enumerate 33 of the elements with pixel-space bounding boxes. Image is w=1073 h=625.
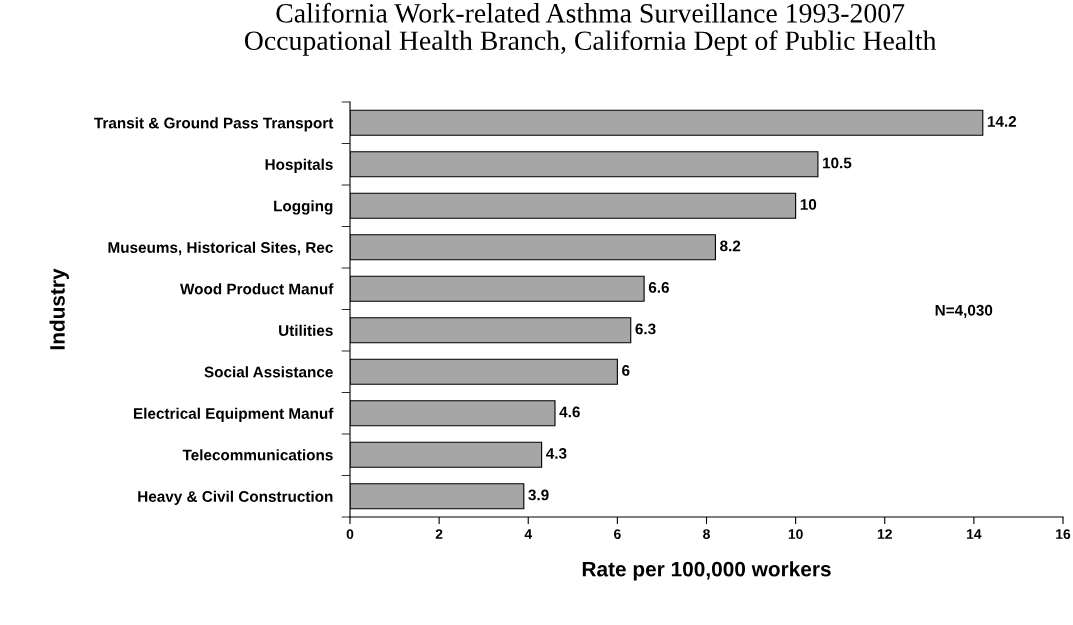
y-tick-label: Heavy & Civil Construction bbox=[138, 490, 333, 505]
data-label: 3.9 bbox=[528, 489, 549, 501]
x-tick-label: 0 bbox=[346, 529, 354, 540]
x-tick-label: 10 bbox=[788, 529, 803, 540]
data-label: 8.2 bbox=[720, 240, 741, 252]
annotation: N=4,030 bbox=[935, 304, 993, 318]
y-tick-label: Electrical Equipment Manuf bbox=[134, 407, 334, 422]
x-tick-label: 4 bbox=[524, 529, 533, 539]
data-label: 6.3 bbox=[635, 323, 656, 335]
y-tick-label: Transit & Ground Pass Transport bbox=[94, 117, 334, 132]
data-label: 4.3 bbox=[546, 448, 567, 459]
x-tick-label: 2 bbox=[435, 529, 443, 539]
data-label: 6 bbox=[622, 365, 630, 376]
chart-title: California Work-related Asthma Surveillance 1993-2007 Occupational Health Branch, California Dept of Public Health bbox=[244, 2, 937, 56]
y-tick-label: Hospitals bbox=[265, 158, 333, 173]
y-tick-label: Telecommunications bbox=[182, 449, 333, 461]
x-tick-label: 16 bbox=[1056, 529, 1071, 540]
y-tick-label: Social Assistance bbox=[204, 366, 333, 378]
x-tick-label: 8 bbox=[703, 529, 710, 540]
y-tick-label: Wood Product Manuf bbox=[180, 283, 334, 295]
data-label: 6.6 bbox=[648, 282, 669, 293]
x-axis-title: Rate per 100,000 workers bbox=[582, 561, 831, 581]
data-label: 4.6 bbox=[559, 406, 580, 418]
y-tick-label: Utilities bbox=[279, 324, 333, 336]
x-tick-label: 6 bbox=[614, 529, 621, 540]
data-label: 14.2 bbox=[987, 116, 1017, 127]
data-label: 10.5 bbox=[823, 157, 852, 169]
y-axis-title: Industry bbox=[49, 268, 69, 350]
y-tick-label: Logging bbox=[274, 200, 333, 215]
x-tick-label: 12 bbox=[877, 529, 892, 539]
y-tick-label: Museums, Historical Sites, Rec bbox=[108, 241, 333, 256]
x-tick-label: 14 bbox=[967, 529, 982, 539]
data-label: 10 bbox=[800, 199, 817, 210]
